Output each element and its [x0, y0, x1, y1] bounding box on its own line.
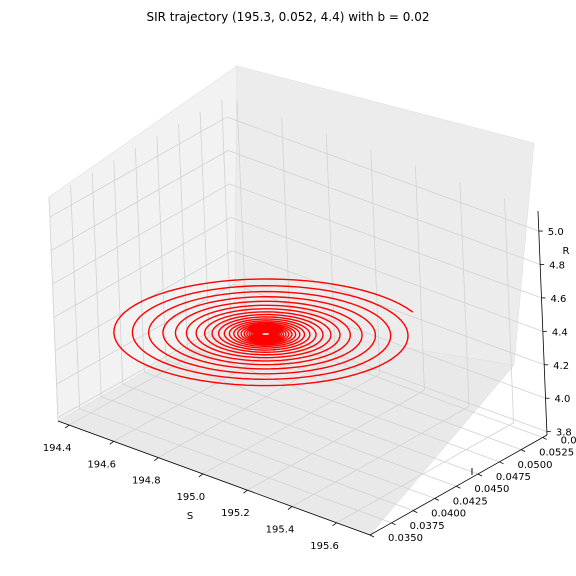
y-tick-mark	[542, 437, 547, 440]
x-tick-mark	[198, 473, 204, 478]
x-tick-mark	[243, 489, 248, 494]
y-tick-mark	[412, 510, 418, 513]
x-gridline-floor	[158, 357, 336, 458]
x-tick-label: 195.2	[221, 508, 250, 519]
y-tick-mark	[369, 534, 375, 538]
x-tick-label: 194.4	[43, 443, 72, 454]
x-tick-label: 195.4	[266, 525, 295, 536]
y-gridline-left	[91, 172, 102, 397]
x-tick-mark	[64, 424, 70, 429]
y-tick-label: 0.0375	[410, 521, 445, 532]
z-gridline-left	[53, 217, 232, 318]
x-tick-label: 194.6	[87, 459, 116, 470]
z-tick-label: 4.2	[553, 361, 569, 372]
y-tick-label: 0.0350	[388, 533, 423, 544]
x-gridline-back	[281, 117, 292, 342]
y-gridline-left	[134, 148, 145, 373]
y-gridline-left	[221, 99, 232, 324]
y-gridline-floor	[101, 396, 414, 511]
z-tick-label: 4.0	[555, 394, 571, 405]
z-axis-label: R	[563, 246, 570, 257]
x-tick-label: 195.0	[177, 492, 206, 503]
z-gridline-left	[49, 116, 228, 218]
z-gridline-back	[232, 250, 545, 366]
y-gridline-left	[113, 160, 124, 385]
x-gridline-back	[504, 198, 514, 423]
x-gridline-floor	[291, 406, 470, 507]
z-tick-label: 4.6	[550, 294, 566, 305]
y-tick-label: 0.0400	[431, 509, 466, 520]
z-tick-label: 4.8	[549, 260, 565, 271]
y-gridline-left	[156, 136, 167, 361]
y-tick-label: 0.0550	[561, 435, 576, 446]
y-tick-mark	[456, 485, 461, 489]
y-gridline-floor	[144, 371, 457, 487]
x-gridline-floor	[336, 422, 514, 524]
y-tick-label: 0.0525	[539, 448, 574, 459]
x-gridline-back	[459, 182, 470, 407]
z-gridline-left	[50, 150, 229, 251]
y-axis-line	[369, 434, 548, 536]
y-tick-label: 0.0475	[496, 472, 531, 483]
y-axis-label: I	[471, 467, 474, 478]
y-tick-label: 0.0425	[453, 496, 488, 507]
x-gridline-back	[236, 101, 247, 326]
z-tick-label: 3.8	[556, 428, 572, 439]
x-tick-mark	[287, 506, 293, 510]
y-gridline-floor	[165, 359, 479, 475]
z-gridline-left	[52, 183, 230, 285]
z-gridline-back	[230, 216, 543, 332]
z-tick-label: 4.4	[552, 327, 568, 338]
x-tick-mark	[332, 522, 337, 527]
y-tick-mark	[434, 498, 439, 501]
gridlines	[48, 99, 548, 536]
z-gridline-back	[229, 183, 542, 299]
axes	[57, 210, 551, 538]
x-gridline-back	[325, 133, 336, 358]
y-tick-label: 0.0500	[518, 460, 553, 471]
chart-title: SIR trajectory (195.3, 0.052, 4.4) with …	[146, 10, 429, 24]
panes	[48, 65, 535, 536]
trajectory-line	[113, 278, 414, 387]
y-tick-mark	[520, 449, 526, 452]
y-tick-mark	[499, 461, 504, 465]
x-gridline-back	[370, 149, 381, 374]
z-gridline-back	[226, 116, 539, 232]
y-tick-mark	[391, 522, 396, 526]
y-gridline-floor	[122, 384, 435, 499]
z-axis-line	[537, 210, 548, 436]
z-gridline-back	[228, 150, 541, 265]
x-tick-label: 195.6	[310, 541, 339, 552]
y-gridline-left	[48, 196, 59, 422]
x-tick-mark	[154, 457, 159, 461]
y-gridline-floor	[187, 347, 500, 463]
y-tick-mark	[477, 473, 483, 477]
x-axis-line	[57, 420, 371, 536]
x-gridline-floor	[202, 373, 381, 475]
y-gridline-floor	[79, 408, 392, 524]
y-gridline-left	[70, 184, 80, 409]
z-gridline-left	[56, 283, 234, 385]
tick-labels: 194.4 194.6 194.8 195.0 195.2 195.4 195.6 0.035…	[43, 227, 576, 552]
y-gridline-left	[199, 111, 210, 336]
x-gridline-back	[415, 166, 425, 391]
x-tick-mark	[109, 441, 114, 445]
y-tick-label: 0.0450	[474, 484, 509, 495]
x-tick-label: 194.8	[132, 476, 161, 487]
x-axis-label: S	[187, 511, 193, 522]
x-gridline-floor	[247, 389, 425, 491]
z-tick-label: 5.0	[548, 227, 564, 238]
